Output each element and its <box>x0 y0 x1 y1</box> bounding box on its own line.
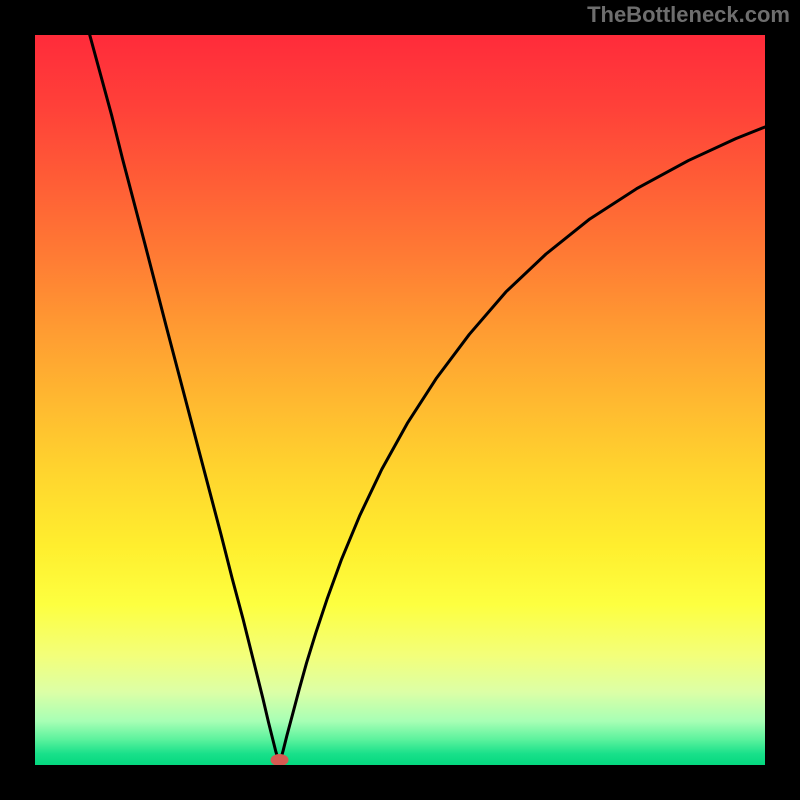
chart-stage: TheBottleneck.com <box>0 0 800 800</box>
chart-svg <box>0 0 800 800</box>
watermark-text: TheBottleneck.com <box>587 2 790 28</box>
plot-background <box>35 35 765 765</box>
vertex-marker <box>271 754 289 766</box>
